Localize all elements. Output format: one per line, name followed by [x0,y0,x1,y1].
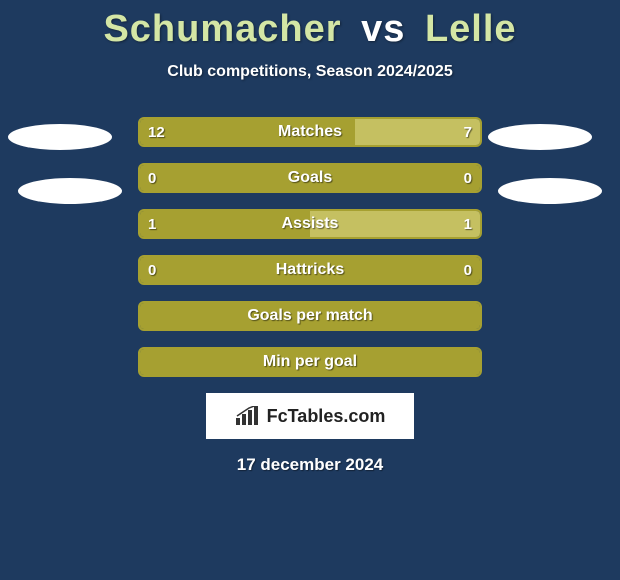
bar-track [138,209,482,239]
bar-track [138,347,482,377]
bar-left [140,165,480,191]
bar-left [140,257,480,283]
bar-left [140,349,480,375]
stat-row: 00Hattricks [138,255,482,285]
placeholder-oval [498,178,602,204]
value-left: 0 [138,163,166,193]
stat-row: Goals per match [138,301,482,331]
bar-track [138,117,482,147]
stat-row: 00Goals [138,163,482,193]
comparison-title: Schumacher vs Lelle [0,0,620,51]
bar-left [140,303,480,329]
value-left: 1 [138,209,166,239]
bar-track [138,301,482,331]
value-left: 12 [138,117,175,147]
value-right: 7 [454,117,482,147]
subtitle: Club competitions, Season 2024/2025 [0,63,620,81]
bar-track [138,255,482,285]
placeholder-oval [18,178,122,204]
logo-text: FcTables.com [267,406,386,427]
placeholder-oval [488,124,592,150]
value-right: 0 [454,255,482,285]
player1-name: Schumacher [103,8,341,50]
logo-badge: FcTables.com [206,393,414,439]
stat-row: 127Matches [138,117,482,147]
stat-row: Min per goal [138,347,482,377]
value-right: 1 [454,209,482,239]
placeholder-oval [8,124,112,150]
bar-track [138,163,482,193]
value-right: 0 [454,163,482,193]
player2-name: Lelle [425,8,517,50]
stat-row: 11Assists [138,209,482,239]
value-left: 0 [138,255,166,285]
stats-rows: 127Matches00Goals11Assists00HattricksGoa… [0,117,620,377]
vs-text: vs [361,8,405,50]
chart-icon [235,406,261,426]
date-text: 17 december 2024 [0,455,620,475]
